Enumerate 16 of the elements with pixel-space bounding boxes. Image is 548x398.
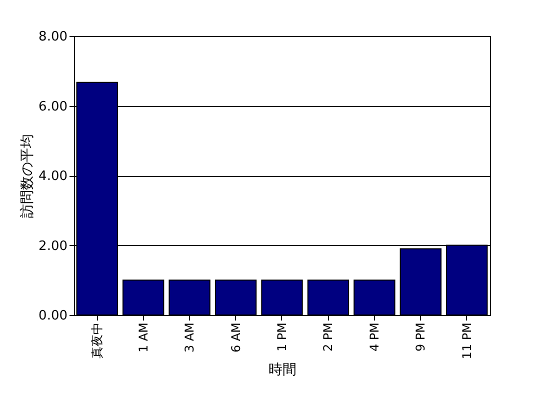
x-tick-label: 9 PM — [414, 322, 428, 352]
x-axis-title: 時間 — [268, 362, 296, 378]
x-tick-label: 2 PM — [321, 322, 336, 352]
y-tick-label: 8.00 — [38, 30, 68, 44]
y-tick-label: 4.00 — [38, 169, 68, 184]
x-tick-label: 3 AM — [182, 322, 197, 353]
x-tick-label: 11 PM — [460, 322, 474, 360]
x-tick-label: 6 AM — [228, 322, 243, 353]
y-tick-label: 0.00 — [38, 308, 68, 324]
y-tick-label: 2.00 — [38, 238, 68, 254]
y-axis-title: 訪問数の平均 — [20, 134, 36, 218]
x-tick-label: 1 AM — [136, 322, 150, 353]
y-tick-label: 6.00 — [38, 99, 68, 114]
x-tick-label: 4 PM — [367, 322, 382, 352]
x-tick-label: 1 PM — [275, 322, 289, 352]
x-tick-label: 真夜中 — [90, 322, 104, 358]
